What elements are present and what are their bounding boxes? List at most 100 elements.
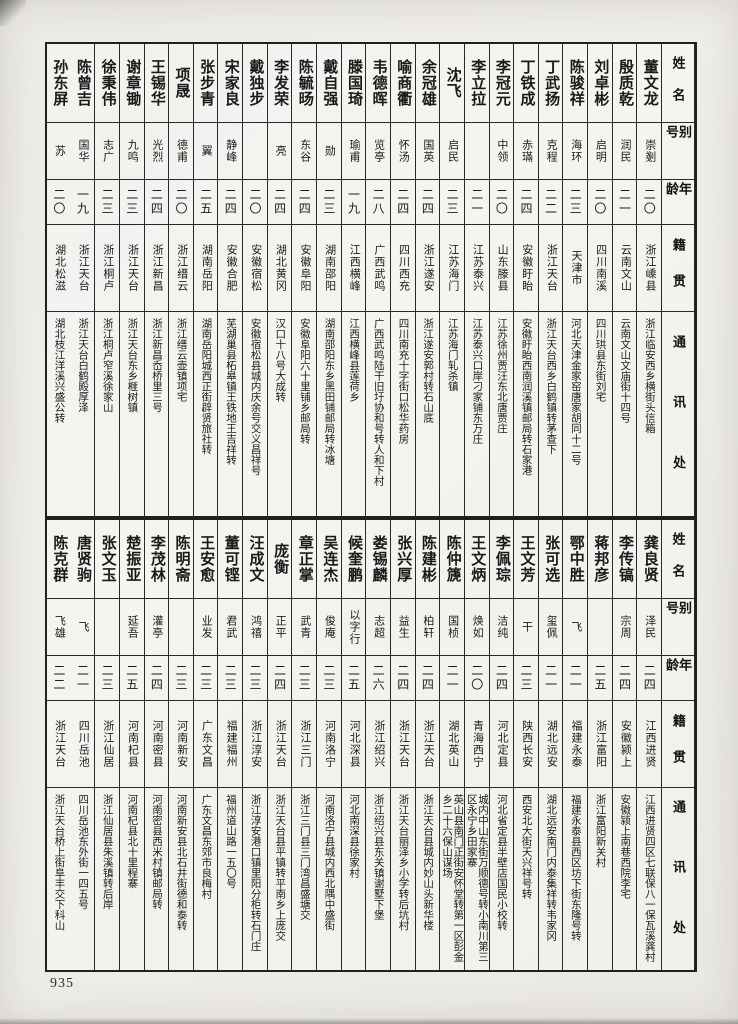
entry-address: 湖南岳阳城西正街辟贤旅社转 bbox=[200, 318, 212, 455]
entry-alias: 飞 bbox=[70, 599, 95, 656]
entry-alias: 海环 bbox=[563, 123, 588, 180]
entry-alias: 益生 bbox=[390, 599, 415, 656]
directory-table-bottom: 姓 名别 号年 龄籍 贯通 讯 处龚良贤 泽民 二四 江西进贤 江西进贤四区七联保八一保… bbox=[45, 518, 697, 972]
entry-name: 宋家良 bbox=[218, 44, 243, 123]
directory-entry-column: 李立拉 二一 江苏泰兴 江苏泰兴口岸刁家铺东万庄 bbox=[464, 44, 490, 516]
entry-name: 徐秉伟 bbox=[95, 44, 119, 123]
entry-address: 安徽盱眙西南润溪镇邮局转石家港 bbox=[520, 318, 532, 476]
entry-alias: 中领 bbox=[489, 123, 514, 180]
entry-address: 汉口十八号大成转 bbox=[274, 318, 286, 402]
entry-address: 云南文山文庙街十四号 bbox=[619, 318, 631, 423]
entry-alias: 翼 bbox=[193, 123, 218, 180]
entry-alias: 志超 bbox=[366, 599, 390, 656]
entry-age: 二二 bbox=[46, 656, 71, 701]
entry-age: 二三 bbox=[292, 656, 317, 701]
column-header-address: 通 讯 处 bbox=[671, 800, 687, 956]
entry-name: 余冠雄 bbox=[415, 44, 440, 123]
entry-age: 二四 bbox=[267, 180, 292, 225]
entry-name: 沈飞 bbox=[440, 44, 464, 123]
entry-name: 王文芳 bbox=[514, 520, 538, 599]
entry-name: 汪成文 bbox=[243, 520, 267, 599]
entry-origin: 湖南岳阳 bbox=[193, 225, 218, 312]
entry-origin: 江苏泰兴 bbox=[464, 225, 489, 312]
entry-age: 二五 bbox=[119, 656, 144, 701]
entry-age: 二一 bbox=[538, 656, 563, 701]
entry-name: 董可铿 bbox=[218, 520, 243, 599]
entry-origin: 福建永泰 bbox=[563, 701, 588, 788]
entry-address: 河南杞县北十里程寨 bbox=[126, 794, 138, 889]
column-header-age: 年 龄 bbox=[662, 180, 694, 225]
entry-origin: 山东滕县 bbox=[489, 225, 514, 312]
entry-name: 李佩琮 bbox=[489, 520, 514, 599]
entry-age: 二一 bbox=[464, 180, 489, 225]
entry-address: 西安北大街天兴祥号转 bbox=[520, 794, 532, 899]
entry-alias: 苏 bbox=[46, 123, 71, 180]
entry-origin: 浙江天台 bbox=[70, 225, 95, 312]
entry-name: 龚良贤 bbox=[637, 520, 661, 599]
entry-alias: 德甫 bbox=[169, 123, 193, 180]
entry-alias: 光烈 bbox=[144, 123, 169, 180]
entry-origin: 广西武鸣 bbox=[366, 225, 390, 312]
entry-alias: 俊庵 bbox=[317, 599, 341, 656]
entry-age: 二〇 bbox=[243, 180, 267, 225]
entry-name: 项晟 bbox=[169, 44, 193, 123]
entry-age: 二〇 bbox=[588, 180, 612, 225]
entry-name: 董文龙 bbox=[637, 44, 661, 123]
entry-age: 二一 bbox=[440, 656, 464, 701]
entry-name: 陈毓旸 bbox=[292, 44, 317, 123]
directory-entry-column: 余冠雄 国英 二四 浙江遂安 浙江遂安郭村转石山底 bbox=[415, 44, 441, 516]
entry-origin: 浙江仙居 bbox=[95, 701, 119, 788]
entry-alias: 怀汤 bbox=[390, 123, 415, 180]
directory-entry-column: 项晟 德甫 二〇 浙江缙云 浙江缙云壶镇项宅 bbox=[169, 44, 194, 516]
directory-entry-column: 董可铿 君武 二三 福建福州 福州道山路一五〇号 bbox=[218, 520, 244, 970]
directory-entry-column: 戴独步 二〇 安徽宿松 安徽宿松县城内庆余号交义昌祥号 bbox=[243, 44, 268, 516]
directory-entry-column: 李冠元 中领 二〇 山东滕县 江苏徐州贾汪东北唐贾庄 bbox=[489, 44, 515, 516]
entry-origin: 河南杞县 bbox=[119, 701, 144, 788]
directory-entry-column: 张文玉 二三 浙江仙居 浙江仙居县朱溪镇转后岸 bbox=[95, 520, 120, 970]
entry-origin: 江苏海门 bbox=[440, 225, 464, 312]
entry-age: 二〇 bbox=[46, 180, 71, 225]
directory-entry-column: 陈仲篪 国桢 二一 湖北英山 英山县南门正街安怀堂转第一区彭金乡二十六保山谋场 bbox=[440, 520, 465, 970]
entry-age: 二四 bbox=[144, 180, 169, 225]
entry-alias: 干 bbox=[514, 599, 538, 656]
entry-origin: 湖北远安 bbox=[538, 701, 563, 788]
entry-age: 二三 bbox=[218, 656, 243, 701]
entry-origin: 浙江天台 bbox=[415, 701, 440, 788]
entry-origin: 云南文山 bbox=[612, 225, 637, 312]
entry-age: 二一 bbox=[70, 656, 95, 701]
entry-age: 二六 bbox=[366, 656, 390, 701]
entry-origin: 浙江天台 bbox=[538, 225, 563, 312]
entry-address: 浙江天台桥上街阜丰交下科山 bbox=[53, 794, 65, 931]
entry-alias: 延吾 bbox=[119, 599, 144, 656]
entry-name: 戴独步 bbox=[243, 44, 267, 123]
entry-age: 二二 bbox=[538, 180, 563, 225]
entry-alias: 亮 bbox=[267, 123, 292, 180]
entry-name: 韦德晖 bbox=[366, 44, 390, 123]
entry-age: 二一 bbox=[612, 180, 637, 225]
entry-alias: 克程 bbox=[538, 123, 563, 180]
entry-alias bbox=[464, 123, 489, 180]
entry-age: 二三 bbox=[169, 656, 193, 701]
entry-origin: 浙江新昌 bbox=[144, 225, 169, 312]
directory-entry-column: 龚良贤 泽民 二四 江西进贤 江西进贤四区七联保八一保瓦溪龚村 bbox=[637, 520, 662, 970]
entry-name: 陈仲篪 bbox=[440, 520, 464, 599]
entry-address: 江苏海门轧杀镇 bbox=[446, 318, 458, 392]
entry-age: 二四 bbox=[267, 656, 292, 701]
directory-entry-column: 楚振亚 延吾 二五 河南杞县 河南杞县北十里程寨 bbox=[119, 520, 145, 970]
entry-name: 王安愈 bbox=[193, 520, 218, 599]
directory-table-top: 姓 名别 号年 龄籍 贯通 讯 处董文龙 崇剗 二〇 浙江嵊县 浙江临安西乡横街头信箱殷… bbox=[45, 42, 697, 518]
directory-entry-column: 沈飞 启民 二三 江苏海门 江苏海门轧杀镇 bbox=[440, 44, 465, 516]
entry-origin: 四川南溪 bbox=[588, 225, 612, 312]
entry-age: 一九 bbox=[341, 180, 366, 225]
entry-alias: 君武 bbox=[218, 599, 243, 656]
directory-entry-column: 张可选 玺佩 二一 湖北远安 湖北远安南门内泰集祥转韦家冈 bbox=[538, 520, 564, 970]
directory-entry-column: 陈明斋 二三 河南新安 河南新安县北石井街德和泰转 bbox=[169, 520, 194, 970]
entry-age: 二三 bbox=[440, 180, 464, 225]
directory-entry-column: 唐贤驹飞二一 四川岳池 四川岳池东外街一四五号 bbox=[70, 520, 96, 970]
entry-alias: 东谷 bbox=[292, 123, 317, 180]
header-column: 姓 名别 号年 龄籍 贯通 讯 处 bbox=[662, 44, 695, 516]
entry-age: 二三 bbox=[243, 656, 267, 701]
entry-age: 二四 bbox=[144, 656, 169, 701]
directory-entry-column: 李发荣亮二四 湖北黄冈 汉口十八号大成转 bbox=[267, 44, 293, 516]
